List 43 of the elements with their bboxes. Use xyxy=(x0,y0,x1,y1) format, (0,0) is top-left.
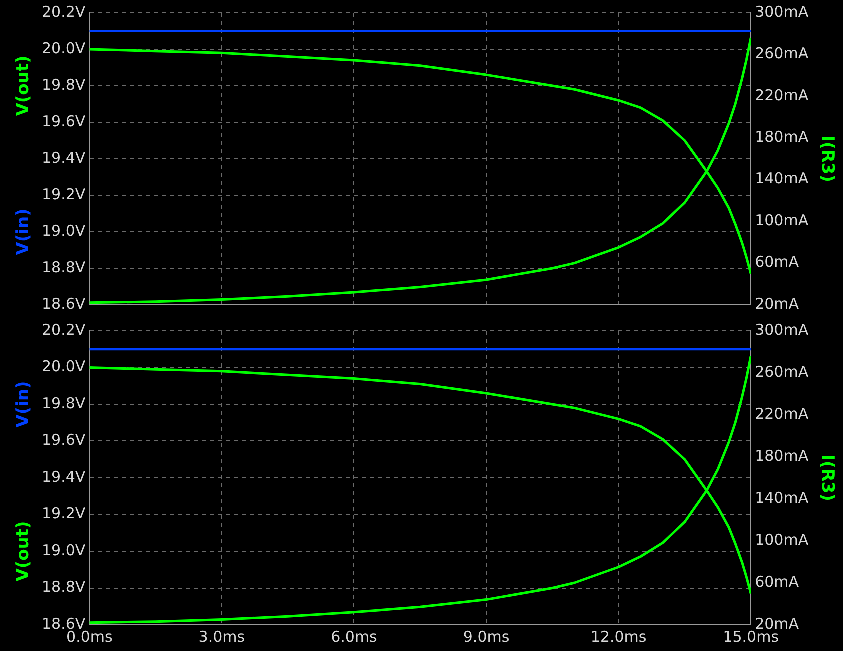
text: V(in) xyxy=(13,208,34,256)
x-tick-label: 12.0ms xyxy=(590,628,647,646)
y2-tick-label: 300mA xyxy=(755,320,810,339)
y2-tick-label: 180mA xyxy=(755,128,810,146)
y-tick-label: 20.0V xyxy=(42,358,86,376)
y2-tick-label: 260mA xyxy=(755,362,810,381)
y2-tick-label: 100mA xyxy=(755,530,810,549)
text: V(in) xyxy=(13,381,34,428)
text: V(out) xyxy=(13,56,34,116)
y2-tick-label: 20mA xyxy=(755,294,800,313)
y-tick-label: 20.0V xyxy=(42,39,86,58)
y2-tick-label: 140mA xyxy=(755,488,810,507)
y-tick-label: 20.2V xyxy=(42,2,86,21)
y-tick-label: 19.2V xyxy=(42,504,86,523)
y2-tick-label: 20mA xyxy=(755,614,800,633)
y-tick-label: 19.4V xyxy=(42,148,86,167)
x-tick-label: 3.0ms xyxy=(198,628,246,646)
y-tick-label: 19.0V xyxy=(42,222,86,240)
y-tick-label: 18.6V xyxy=(42,294,86,313)
y2-tick-label: 300mA xyxy=(755,2,810,21)
y2-tick-label: 220mA xyxy=(755,404,810,423)
y-tick-label: 19.8V xyxy=(42,394,86,412)
x-tick-label: 9.0ms xyxy=(463,628,510,646)
y2-tick-label: 140mA xyxy=(755,170,810,188)
y-tick-label: 19.6V xyxy=(42,431,86,450)
x-tick-label: 6.0ms xyxy=(331,628,378,646)
y-tick-label: 18.8V xyxy=(42,258,86,276)
y2-tick-label: 180mA xyxy=(755,446,810,465)
y2-tick-label: 260mA xyxy=(755,44,810,63)
y-tick-label: 18.8V xyxy=(42,578,86,596)
y-tick-label: 19.0V xyxy=(42,541,86,560)
y-tick-label: 19.2V xyxy=(42,185,86,204)
y2-tick-label: 220mA xyxy=(755,86,810,104)
y2-axis-title: I(R3) xyxy=(817,454,838,502)
y-tick-label: 20.2V xyxy=(42,320,86,339)
y-tick-label: 19.8V xyxy=(42,76,86,94)
y-tick-label: 19.4V xyxy=(42,468,86,486)
y2-tick-label: 60mA xyxy=(755,253,800,272)
y2-tick-label: 60mA xyxy=(755,572,800,591)
text: V(out) xyxy=(13,521,34,582)
y2-tick-label: 100mA xyxy=(755,211,810,230)
y-tick-label: 19.6V xyxy=(42,112,86,130)
y2-axis-title: I(R3) xyxy=(817,136,838,182)
